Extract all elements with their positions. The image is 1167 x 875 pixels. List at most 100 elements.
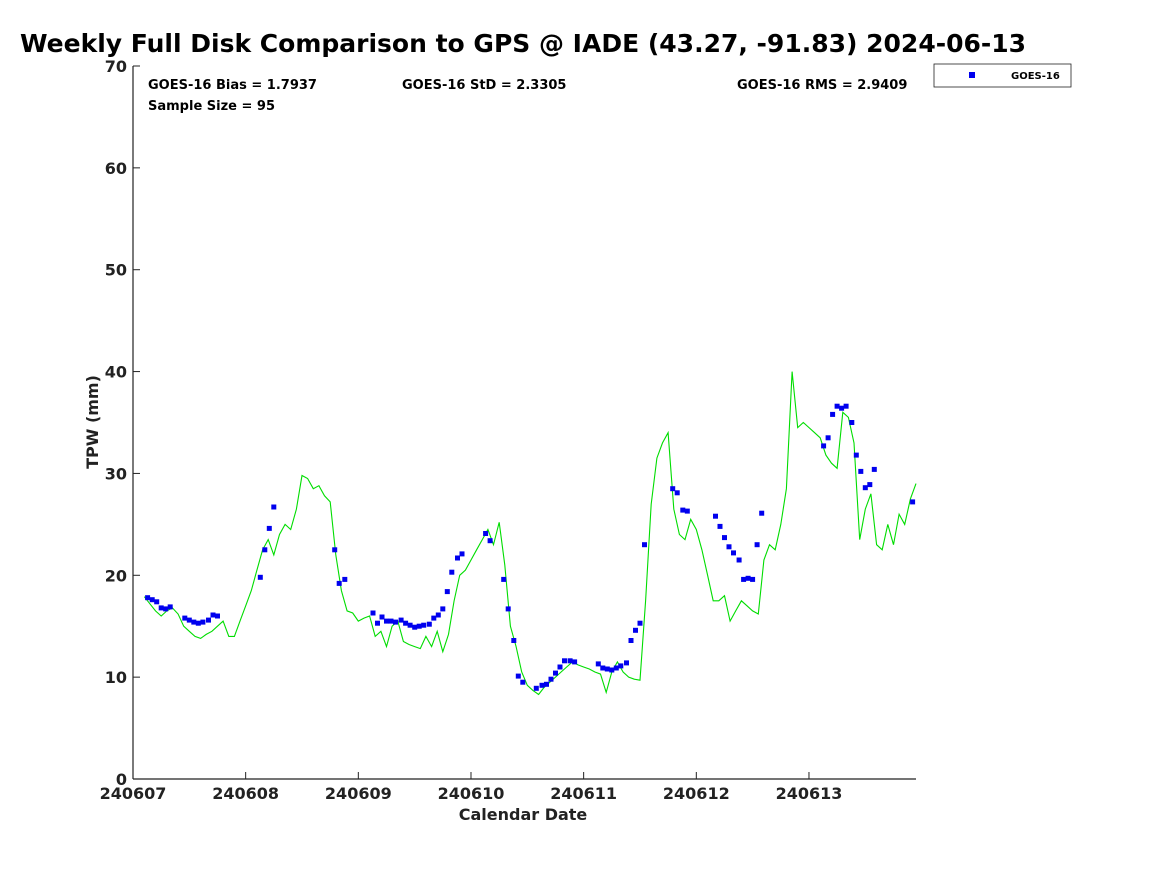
legend: GOES-16 — [933, 63, 1072, 88]
goes-16-point — [562, 658, 567, 664]
goes-16-point — [455, 555, 460, 561]
goes-16-point — [871, 466, 877, 472]
stat-bias: GOES-16 Bias = 1.7937 — [148, 78, 317, 93]
y-tick-label: 0 — [116, 770, 127, 789]
goes-16-point — [336, 580, 342, 586]
goes-16-point — [191, 619, 197, 625]
goes-16-point — [266, 525, 272, 531]
goes-16-point — [750, 576, 756, 582]
goes-16-point — [713, 513, 718, 519]
goes-16-point — [722, 535, 727, 541]
chart-title: Weekly Full Disk Comparison to GPS @ IAD… — [20, 29, 1026, 58]
x-tick-label: 240610 — [438, 784, 505, 803]
goes-16-point — [843, 403, 849, 409]
legend-marker — [969, 72, 975, 78]
goes-16-point — [633, 627, 638, 633]
goes-16-point — [609, 667, 615, 673]
x-tick-label: 240607 — [100, 784, 167, 803]
goes-16-point — [572, 659, 578, 665]
goes-16-point — [200, 619, 206, 625]
goes-16-point — [637, 620, 643, 626]
x-tick-label: 240612 — [663, 784, 730, 803]
goes-16-point — [444, 589, 450, 595]
goes-16-point — [548, 676, 554, 682]
x-tick-label: 240611 — [550, 784, 617, 803]
goes-16-point — [398, 617, 404, 623]
legend-box — [933, 63, 1072, 88]
goes-16-point — [670, 486, 676, 492]
goes-16-point — [379, 614, 385, 620]
goes-16-point — [403, 620, 409, 626]
goes-16-point — [717, 523, 723, 529]
goes-16-point — [449, 569, 455, 575]
goes-16-point — [487, 538, 493, 544]
goes-16-point — [628, 638, 634, 643]
goes-16-point — [520, 679, 526, 685]
goes-16-point — [375, 620, 380, 626]
goes-16-point — [421, 622, 427, 628]
goes-16-point — [388, 618, 394, 624]
goes-16-point — [505, 606, 511, 612]
goes-16-point — [412, 624, 418, 630]
gps-series-line — [143, 371, 917, 696]
goes-16-point — [533, 685, 539, 691]
goes-16-point — [257, 574, 263, 580]
x-axis-label: Calendar Date — [459, 805, 588, 824]
goes-16-point — [416, 623, 422, 629]
goes-16-point — [557, 664, 563, 670]
goes-16-point — [830, 411, 836, 417]
legend-label: GOES-16 — [1011, 71, 1060, 82]
goes-16-point — [595, 661, 601, 667]
goes-16-point — [613, 665, 619, 671]
goes-16-point — [459, 551, 465, 557]
x-axis: 240607 240608 240609 240610 240611 240612 2406… — [100, 772, 843, 803]
goes-16-point — [600, 665, 606, 671]
goes-16-point — [684, 508, 690, 514]
goes-16-point — [195, 620, 201, 626]
x-tick-label: 240613 — [776, 784, 843, 803]
goes-16-point — [431, 615, 437, 621]
goes-16-point — [210, 612, 216, 618]
goes-16-point — [384, 618, 389, 624]
goes-16-point — [604, 666, 610, 672]
goes-16-point — [483, 531, 489, 536]
y-axis-label: TPW (mm) — [83, 375, 102, 469]
goes-16-point — [680, 507, 686, 513]
goes-16-point — [736, 557, 742, 563]
goes-16-point — [501, 576, 507, 582]
goes-16-point — [370, 610, 376, 616]
goes-16-point — [624, 660, 629, 666]
y-tick-label: 40 — [105, 363, 127, 382]
goes-16-point — [407, 622, 413, 628]
stat-sample-size: Sample Size = 95 — [148, 99, 275, 114]
goes-16-point — [642, 542, 647, 548]
goes-16-point — [154, 599, 160, 605]
stat-std: GOES-16 StD = 2.3305 — [402, 78, 566, 93]
goes-16-point — [515, 673, 521, 679]
goes-16-point — [862, 485, 868, 491]
y-tick-label: 70 — [105, 57, 127, 76]
goes-16-point — [867, 482, 873, 488]
goes-16-point — [674, 490, 680, 496]
goes-16-point — [759, 510, 765, 516]
goes-16-series — [145, 403, 916, 691]
goes-16-point — [741, 576, 747, 582]
y-tick-label: 50 — [105, 261, 127, 280]
x-tick-label: 240609 — [325, 784, 392, 803]
goes-16-point — [539, 682, 545, 688]
goes-16-point — [186, 617, 192, 623]
goes-16-point — [342, 576, 348, 582]
goes-16-point — [271, 504, 277, 510]
goes-16-point — [149, 597, 155, 603]
goes-16-point — [754, 542, 760, 548]
goes-16-point — [182, 615, 188, 621]
goes-16-point — [825, 435, 831, 441]
goes-16-point — [910, 499, 916, 505]
goes-16-point — [158, 605, 164, 611]
goes-16-point — [567, 658, 573, 664]
y-tick-label: 60 — [105, 159, 127, 178]
goes-16-point — [163, 606, 169, 612]
goes-16-point — [440, 606, 446, 612]
goes-16-point — [145, 595, 151, 601]
x-tick-label: 240608 — [212, 784, 279, 803]
